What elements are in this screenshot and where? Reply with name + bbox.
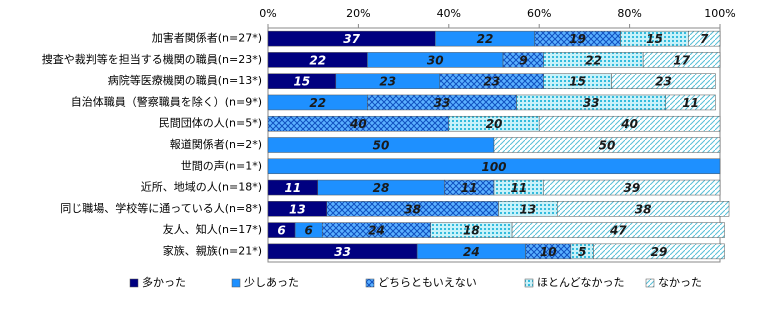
value-label: 100	[481, 160, 506, 174]
value-label: 23	[655, 75, 672, 89]
value-label: 19	[569, 32, 586, 46]
category-label: 加害者関係者(n=27*)	[152, 31, 262, 45]
category-label: 報道関係者(n=2*)	[170, 137, 262, 151]
legend-label: ほとんどなかった	[537, 276, 624, 289]
legend-swatch	[645, 278, 655, 288]
value-label: 22	[477, 32, 494, 46]
legend-label: どちらともいえない	[378, 276, 477, 289]
value-label: 39	[624, 181, 641, 195]
legend-label: 多かった	[142, 275, 186, 289]
bar-segment	[557, 201, 730, 217]
value-label: 33	[334, 245, 351, 259]
value-label: 28	[373, 181, 390, 195]
value-label: 11	[461, 181, 478, 195]
value-label: 24	[368, 224, 385, 238]
value-label: 11	[285, 181, 302, 195]
bar-segment	[267, 158, 721, 175]
legend-label: なかった	[658, 276, 702, 289]
value-label: 7	[700, 32, 709, 46]
value-label: 24	[463, 245, 480, 259]
category-label: 友人、知人(n=17*)	[163, 222, 262, 236]
value-label: 13	[289, 202, 306, 216]
value-label: 47	[609, 224, 627, 238]
value-label: 11	[511, 181, 528, 195]
value-label: 17	[673, 53, 690, 67]
category-label: 自治体職員（警察職員を除く）(n=9*)	[71, 94, 262, 108]
category-label: 近所、地域の人(n=18*)	[141, 181, 262, 194]
value-label: 38	[635, 202, 652, 216]
bar-segment	[611, 73, 716, 89]
x-tick-label: 100%	[704, 7, 735, 20]
value-label: 6	[277, 224, 285, 238]
value-label: 50	[599, 139, 616, 153]
category-label: 捜査や裁判等を担当する機関の職員(n=23*)	[42, 52, 262, 66]
x-tick-label: 20%	[346, 7, 370, 20]
x-tick-label: 0%	[259, 7, 276, 20]
value-label: 18	[463, 224, 480, 238]
category-label: 世間の声(n=1*)	[181, 158, 262, 172]
value-label: 9	[519, 53, 527, 67]
value-label: 29	[651, 245, 668, 259]
value-label: 33	[583, 96, 600, 110]
category-label: 家族、親族(n=21*)	[163, 243, 262, 257]
value-label: 11	[682, 96, 699, 110]
value-label: 23	[379, 75, 396, 89]
x-tick-label: 40%	[437, 7, 461, 20]
value-label: 15	[294, 75, 311, 89]
bar-segment	[511, 222, 725, 238]
legend-label: 少しあった	[244, 276, 299, 289]
value-label: 50	[373, 139, 390, 153]
legend-swatch	[231, 278, 241, 288]
value-label: 23	[483, 75, 500, 89]
value-label: 40	[349, 117, 367, 131]
value-label: 37	[343, 32, 360, 46]
x-tick-label: 80%	[617, 7, 641, 20]
legend-swatch	[524, 278, 534, 288]
value-label: 22	[309, 96, 326, 110]
bar-segment	[665, 94, 716, 111]
legend-swatch	[365, 278, 375, 288]
bar-segment	[538, 115, 721, 132]
value-label: 40	[620, 117, 638, 131]
bar-segment	[593, 243, 725, 260]
category-label: 病院等医療機関の職員(n=13*)	[108, 73, 262, 87]
value-label: 22	[309, 53, 326, 67]
value-label: 6	[305, 224, 313, 238]
value-label: 15	[569, 75, 586, 89]
bar-segment	[543, 179, 721, 196]
bar-segment	[493, 137, 721, 153]
value-label: 15	[646, 32, 663, 46]
value-label: 38	[404, 202, 421, 216]
value-label: 22	[585, 53, 602, 67]
category-label: 民間団体の人(n=5*)	[159, 116, 262, 130]
value-label: 13	[520, 202, 537, 216]
value-label: 5	[578, 245, 586, 259]
value-label: 10	[540, 245, 557, 259]
value-label: 33	[434, 96, 451, 110]
bar-segment	[688, 30, 721, 47]
value-label: 20	[486, 117, 503, 131]
value-label: 30	[427, 53, 444, 67]
category-label: 同じ職場、学校等に通っている人(n=8*)	[60, 201, 262, 215]
x-tick-label: 60%	[527, 7, 551, 20]
legend-swatch	[129, 278, 139, 288]
bar-segment	[642, 52, 721, 68]
